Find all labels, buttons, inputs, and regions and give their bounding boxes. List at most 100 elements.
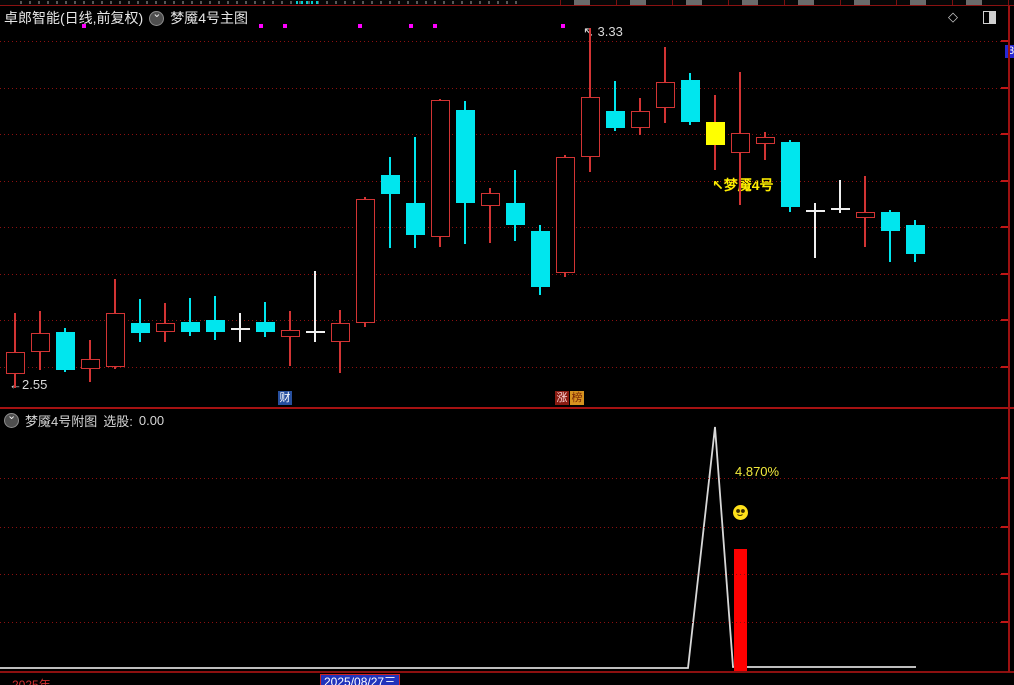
candle-wick xyxy=(414,137,416,248)
axis-tick xyxy=(1001,319,1008,321)
time-axis-line xyxy=(0,671,1014,673)
candle-body xyxy=(830,208,850,210)
candle-body xyxy=(380,175,400,194)
stock-title: 卓郎智能(日线,前复权) xyxy=(4,10,144,26)
top-strip-cyan-marks xyxy=(296,1,320,4)
candle-wick xyxy=(614,81,616,131)
candle-body xyxy=(805,210,825,212)
signal-dot xyxy=(409,24,413,28)
candle-wick xyxy=(314,271,316,342)
collapse-chevron-icon[interactable] xyxy=(149,7,165,26)
candle-body xyxy=(305,331,325,333)
stat-label: 选股: xyxy=(103,414,133,429)
pane-divider[interactable] xyxy=(0,407,1014,409)
candle-wick xyxy=(214,296,216,340)
candle-body xyxy=(555,157,575,273)
gridline xyxy=(0,134,1004,135)
panel-layout-icon[interactable] xyxy=(983,11,996,24)
signal-dot xyxy=(82,24,86,28)
limit-up-badge-bang[interactable]: 榜 xyxy=(570,391,584,405)
candle-body xyxy=(80,359,100,369)
candle-body xyxy=(55,332,75,370)
sub-indicator-title: 梦魇4号附图 xyxy=(25,414,98,429)
axis-tick xyxy=(1001,621,1008,623)
date-label[interactable]: 2025/08/27三 xyxy=(320,674,401,685)
top-strip-cropped xyxy=(0,0,1014,6)
candle-body xyxy=(630,111,650,128)
gridline xyxy=(0,274,1004,275)
limit-up-badge-zhang[interactable]: 涨 xyxy=(555,391,569,405)
axis-tick xyxy=(1001,573,1008,575)
candle-body xyxy=(530,231,550,287)
signal-dot xyxy=(358,24,362,28)
gridline xyxy=(0,181,1004,182)
candle-body xyxy=(230,328,250,330)
signal-dot xyxy=(433,24,437,28)
candle-body xyxy=(580,97,600,157)
candle-wick xyxy=(814,203,816,258)
candle-wick xyxy=(839,180,841,213)
main-pane-header: 卓郎智能(日线,前复权) 梦魇4号主图 xyxy=(4,7,248,28)
candle-body xyxy=(105,313,125,367)
candle-body xyxy=(905,225,925,254)
gridline xyxy=(0,574,1004,575)
finance-badge[interactable]: 财 xyxy=(278,391,292,405)
candle-wick xyxy=(389,157,391,248)
axis-tick xyxy=(1001,477,1008,479)
high-price-callout: ↖ 3.33 xyxy=(583,24,623,39)
candle-body xyxy=(155,323,175,332)
candle-body xyxy=(5,352,25,374)
candle-body xyxy=(430,100,450,237)
signal-dot xyxy=(259,24,263,28)
price-axis-line xyxy=(1008,6,1010,672)
candle-body xyxy=(780,142,800,207)
signal-bar xyxy=(734,549,747,672)
candle-wick xyxy=(864,176,866,247)
candle-body xyxy=(455,110,475,203)
gridline xyxy=(0,622,1004,623)
axis-tick xyxy=(1001,526,1008,528)
smiley-icon xyxy=(733,505,748,520)
gridline xyxy=(0,527,1004,528)
candle-wick xyxy=(189,298,191,336)
candle-wick xyxy=(14,313,16,388)
stat-value: 0.00 xyxy=(138,413,165,428)
gridline xyxy=(0,478,1004,479)
percent-label: 4.870% xyxy=(735,464,780,479)
candle-body xyxy=(680,80,700,122)
candle-wick xyxy=(239,313,241,342)
axis-tick xyxy=(1001,87,1008,89)
candle-body xyxy=(705,122,725,145)
candle-body xyxy=(730,133,750,153)
sub-pane-header: 梦魇4号附图 选股: 0.00 xyxy=(4,409,165,430)
candle-wick xyxy=(764,132,766,160)
axis-tick xyxy=(1001,226,1008,228)
candle-body xyxy=(130,323,150,333)
candle-body xyxy=(605,111,625,128)
signal-dot xyxy=(561,24,565,28)
gridline xyxy=(0,320,1004,321)
gridline xyxy=(0,88,1004,89)
candle-wick xyxy=(289,311,291,366)
diamond-icon[interactable]: ◇ xyxy=(948,9,958,24)
candle-body xyxy=(855,212,875,218)
signal-label-callout: ↖梦魇4号 xyxy=(712,177,774,193)
axis-tick xyxy=(1001,40,1008,42)
axis-tick xyxy=(1001,180,1008,182)
candle-body xyxy=(330,323,350,342)
axis-tick xyxy=(1001,273,1008,275)
candle-body xyxy=(255,322,275,332)
candle-body xyxy=(755,137,775,144)
candle-body xyxy=(655,82,675,108)
candle-wick xyxy=(489,188,491,243)
sub-chart-canvas[interactable] xyxy=(0,426,1014,672)
candle-body xyxy=(205,320,225,332)
candle-body xyxy=(30,333,50,352)
low-price-callout: ←2.55 xyxy=(9,377,48,392)
candle-body xyxy=(280,330,300,337)
candle-body xyxy=(480,193,500,206)
candle-body xyxy=(880,212,900,231)
candle-body xyxy=(355,199,375,323)
gridline xyxy=(0,227,1004,228)
gridline xyxy=(0,41,1004,42)
